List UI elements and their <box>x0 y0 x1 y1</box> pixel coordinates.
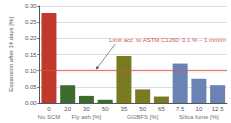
svg-text:Fly ash [%]: Fly ash [%] <box>72 114 102 120</box>
svg-text:10: 10 <box>196 106 203 112</box>
svg-text:GGBFS [%]: GGBFS [%] <box>127 114 159 120</box>
svg-text:12.5: 12.5 <box>212 106 224 112</box>
svg-text:0.00: 0.00 <box>25 100 37 106</box>
svg-text:0.10: 0.10 <box>25 68 37 74</box>
svg-text:50: 50 <box>102 106 109 112</box>
svg-text:Silica fume [%]: Silica fume [%] <box>179 114 219 120</box>
svg-text:Expansion after 14 days [%]: Expansion after 14 days [%] <box>8 17 14 92</box>
svg-text:Limit acc. to ASTM C1260: 0.1: Limit acc. to ASTM C1260: 0.1 % – 1 mm/m <box>109 37 225 43</box>
svg-text:0.30: 0.30 <box>25 3 37 9</box>
svg-text:35: 35 <box>121 106 128 112</box>
svg-text:50: 50 <box>139 106 146 112</box>
svg-text:0.05: 0.05 <box>25 84 37 90</box>
svg-text:0: 0 <box>47 106 51 112</box>
svg-text:30: 30 <box>83 106 90 112</box>
svg-text:0.20: 0.20 <box>25 35 37 41</box>
svg-text:0.25: 0.25 <box>25 19 37 25</box>
svg-text:20: 20 <box>64 106 71 112</box>
svg-text:7.5: 7.5 <box>176 106 185 112</box>
svg-text:0.15: 0.15 <box>25 52 37 58</box>
svg-text:No SCM: No SCM <box>38 114 61 120</box>
svg-text:65: 65 <box>158 106 165 112</box>
